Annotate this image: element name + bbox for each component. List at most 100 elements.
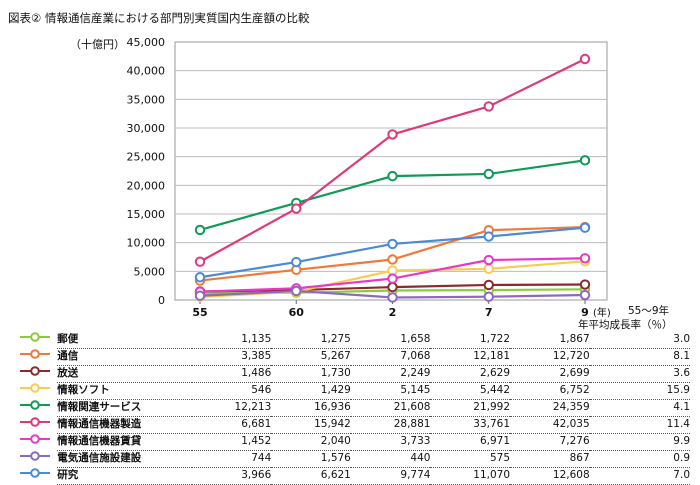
legend-swatch	[18, 331, 57, 348]
table-cell-growth: 15.9	[589, 382, 690, 400]
data-point	[291, 203, 302, 214]
legend-series-name: 通信	[57, 348, 192, 366]
legend-series-name: 放送	[57, 365, 192, 383]
data-point	[387, 129, 398, 140]
table-row: 情報通信機器製造 6,681 15,942 28,881 33,761 42,035 11.…	[18, 416, 690, 434]
table-cell-growth: 8.1	[589, 348, 690, 366]
table-cell-growth: 11.4	[589, 416, 690, 434]
data-point	[387, 170, 398, 182]
data-point	[387, 281, 398, 293]
data-point	[194, 256, 206, 267]
table-cell-value: 2,699	[510, 365, 590, 383]
data-point	[579, 155, 591, 166]
legend-swatch	[18, 416, 57, 433]
y-tick-label: 40,000	[127, 65, 166, 78]
table-cell-value: 867	[510, 450, 590, 468]
x-tick-label: 7	[485, 306, 493, 319]
table-cell-growth: 3.6	[589, 365, 690, 383]
legend-marker	[20, 349, 50, 359]
table-row: 放送 1,486 1,730 2,249 2,629 2,699 3.6	[18, 365, 690, 383]
table-cell-value: 1,867	[510, 331, 590, 349]
table-cell-value: 42,035	[510, 416, 590, 434]
data-point	[194, 290, 206, 301]
legend-marker	[20, 332, 50, 342]
table-cell-growth: 3.0	[589, 331, 690, 349]
legend-series-name: 情報通信機器賃貸	[57, 433, 192, 451]
data-point	[483, 168, 494, 180]
data-point	[579, 279, 591, 290]
table-cell-value: 7,068	[350, 348, 431, 366]
table-cell-value: 575	[430, 450, 511, 468]
x-tick-label: 60	[289, 306, 305, 319]
growth-header-period: 55〜9年	[628, 305, 670, 317]
table-row: 情報関連サービス 12,213 16,936 21,608 21,992 24,359 4.…	[18, 399, 690, 417]
table-cell-value: 15,942	[271, 416, 351, 434]
data-point	[579, 289, 591, 301]
series-line	[199, 58, 586, 263]
data-point	[387, 273, 398, 284]
table-cell-value: 16,936	[271, 399, 351, 417]
legend-series-name: 電気通信施設建設	[57, 450, 192, 468]
table-cell-value: 7,276	[510, 433, 590, 451]
table-cell-value: 5,145	[350, 382, 431, 400]
table-row: 電気通信施設建設 744 1,576 440 575 867 0.9	[18, 450, 690, 468]
y-tick-label: 25,000	[127, 151, 166, 164]
legend-swatch	[18, 399, 57, 416]
table-cell-value: 24,359	[510, 399, 590, 417]
table-cell-value: 1,722	[430, 331, 511, 349]
table-cell-growth: 9.9	[589, 433, 690, 451]
data-point	[291, 256, 302, 268]
table-cell-value: 5,267	[271, 348, 351, 366]
y-tick-label: 5,000	[134, 265, 166, 278]
growth-header-label: 年平均成長率（％）	[578, 319, 673, 331]
table-cell-value: 546	[191, 382, 272, 400]
data-point	[194, 272, 206, 283]
table-row: 情報ソフト 546 1,429 5,145 5,442 6,752 15.9	[18, 382, 690, 400]
axes: 0 5,000 10,000 15,000 20,000 25,000 30,000 35,0…	[127, 36, 611, 319]
table-cell-value: 2,629	[430, 365, 511, 383]
data-point	[291, 285, 302, 297]
legend-swatch	[18, 467, 57, 484]
chart-title: 図表② 情報通信産業における部門別実質国内生産額の比較	[8, 11, 310, 25]
table-cell-value: 1,658	[350, 331, 431, 349]
legend-swatch	[18, 382, 57, 399]
legend-marker	[20, 366, 50, 376]
x-tick-label: 55	[192, 306, 207, 319]
y-tick-label: 15,000	[127, 208, 166, 221]
table-row: 通信 3,385 5,267 7,068 12,181 12,720 8.1	[18, 348, 690, 366]
legend-swatch	[18, 348, 57, 365]
y-tick-label: 20,000	[127, 179, 166, 192]
y-tick-label: 35,000	[127, 93, 166, 106]
data-point	[579, 253, 591, 264]
table-cell-value: 5,442	[430, 382, 511, 400]
table-cell-value: 12,213	[191, 399, 272, 417]
data-point	[579, 222, 591, 233]
table-cell-value: 12,720	[510, 348, 590, 366]
data-point	[579, 53, 591, 65]
table-cell-value: 440	[350, 450, 431, 468]
data-point	[194, 224, 206, 236]
table-cell-value: 21,992	[430, 399, 511, 417]
data-point	[483, 291, 494, 302]
legend-marker	[20, 417, 50, 427]
series-line	[199, 159, 586, 232]
legend-series-name: 情報ソフト	[57, 382, 192, 400]
legend-series-name: 情報関連サービス	[57, 399, 192, 417]
table-cell-value: 6,681	[191, 416, 272, 434]
table-row: 郵便 1,135 1,275 1,658 1,722 1,867 3.0	[18, 331, 690, 349]
x-axis-unit: (年)	[593, 306, 611, 319]
legend-swatch	[18, 450, 57, 467]
table-cell-value: 33,761	[430, 416, 511, 434]
data-point	[483, 263, 494, 274]
table-cell-growth: 0.9	[589, 450, 690, 468]
data-point	[387, 254, 398, 265]
table-cell-value: 1,486	[191, 365, 272, 383]
data-point	[483, 101, 494, 112]
table-row: 情報通信機器賃貸 1,452 2,040 3,733 6,971 7,276 9.9	[18, 433, 690, 451]
table-cell-value: 1,429	[271, 382, 351, 400]
table-cell-value: 12,181	[430, 348, 511, 366]
legend-series-name: 研究	[57, 467, 192, 485]
table-cell-value: 2,249	[350, 365, 431, 383]
table-cell-value: 1,452	[191, 433, 272, 451]
table-cell-growth: 4.1	[589, 399, 690, 417]
